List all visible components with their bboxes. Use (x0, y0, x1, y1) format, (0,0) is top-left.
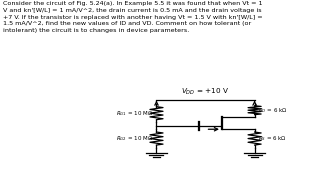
Text: $R_{G1}$ = 10 M$\Omega$: $R_{G1}$ = 10 M$\Omega$ (116, 109, 153, 118)
Text: Consider the circuit of Fig. 5.24(a). In Example 5.5 it was found that when Vt =: Consider the circuit of Fig. 5.24(a). In… (3, 1, 263, 33)
Text: $R_{G2}$ = 10 M$\Omega$: $R_{G2}$ = 10 M$\Omega$ (116, 134, 153, 143)
Text: $V_{DD}$ = +10 V: $V_{DD}$ = +10 V (181, 86, 230, 97)
Text: $R_D$ = 6 k$\Omega$: $R_D$ = 6 k$\Omega$ (258, 106, 287, 115)
Text: $R_S$ = 6 k$\Omega$: $R_S$ = 6 k$\Omega$ (258, 134, 287, 143)
